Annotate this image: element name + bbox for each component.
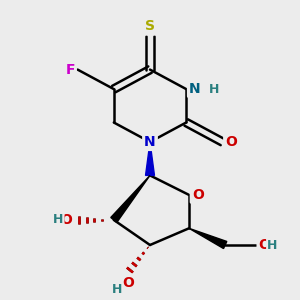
Text: H: H (53, 213, 63, 226)
Text: O: O (192, 188, 204, 202)
Text: S: S (145, 20, 155, 33)
Text: H: H (267, 238, 278, 251)
Text: H: H (208, 82, 219, 96)
Polygon shape (111, 176, 150, 222)
Text: O: O (225, 135, 237, 149)
Text: H: H (111, 283, 122, 296)
Text: F: F (65, 63, 75, 76)
Text: O: O (259, 238, 271, 252)
Text: O: O (60, 213, 72, 227)
Text: N: N (144, 135, 156, 149)
Polygon shape (146, 142, 154, 176)
Text: N: N (189, 82, 201, 96)
Polygon shape (189, 228, 227, 248)
Text: O: O (122, 276, 134, 289)
